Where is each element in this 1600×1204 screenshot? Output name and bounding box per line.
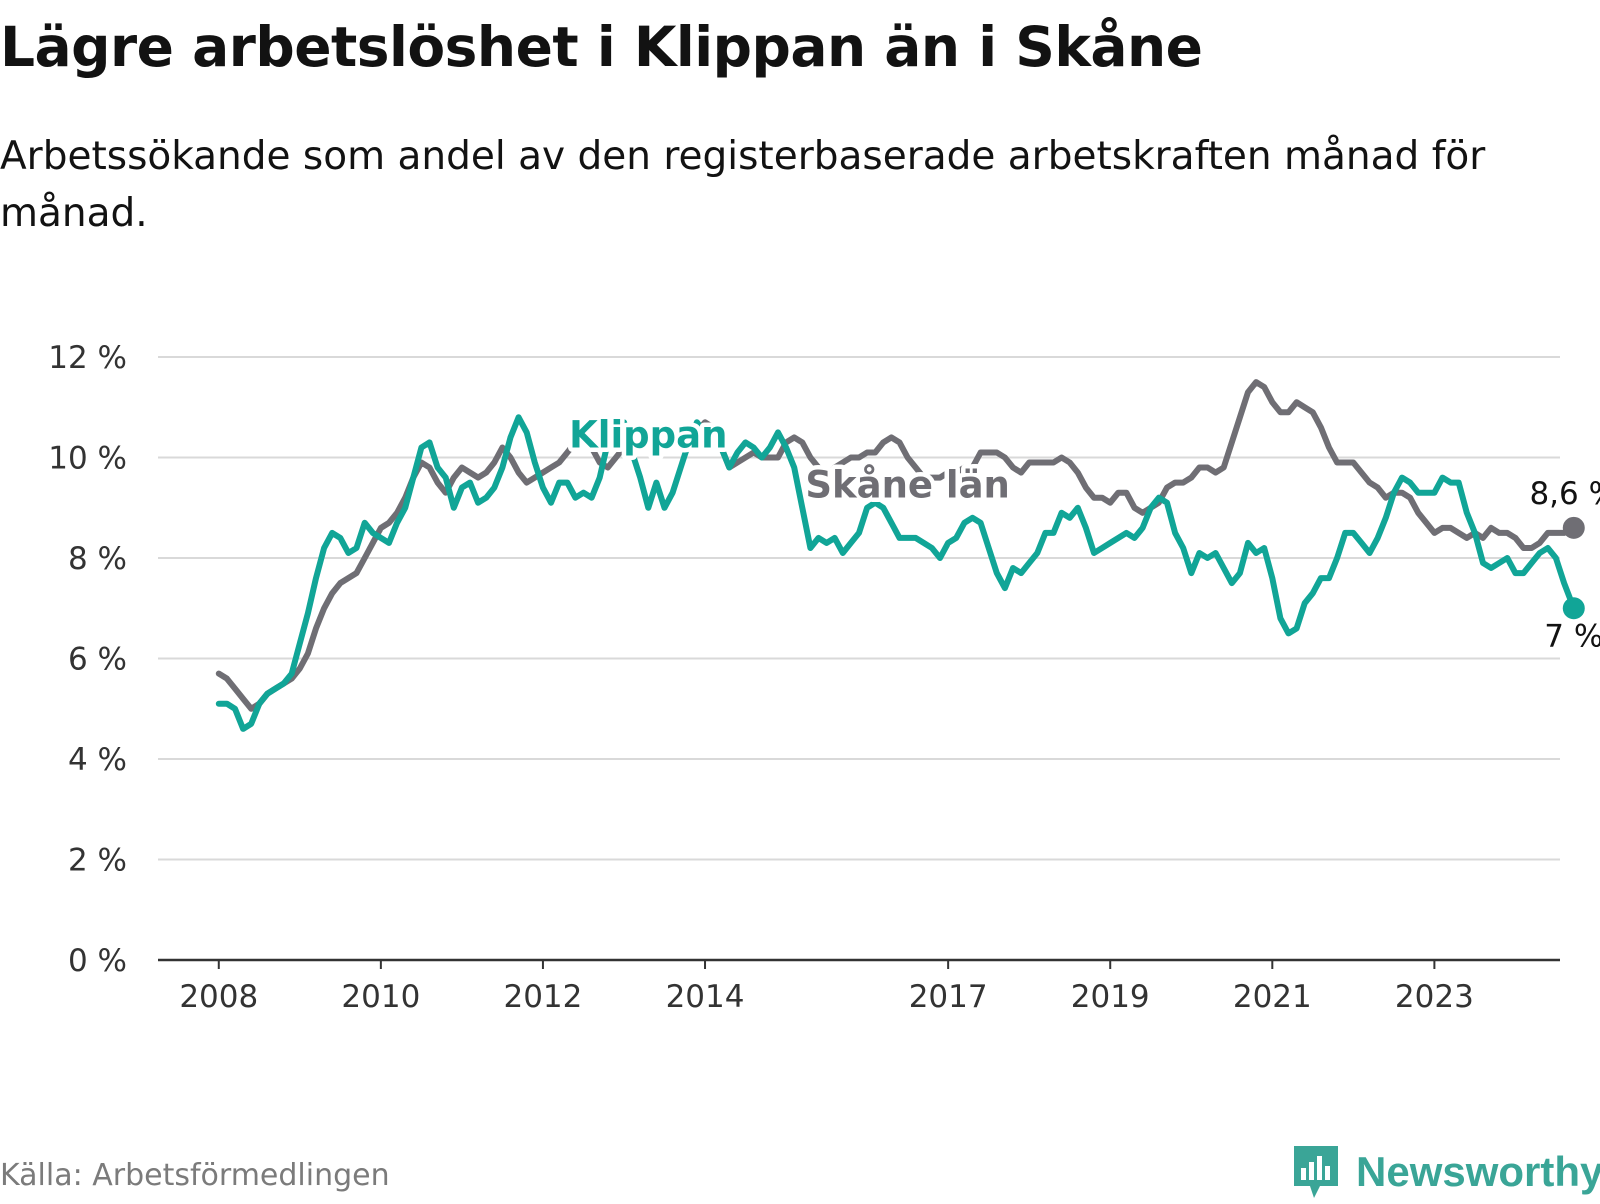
end-point-marker <box>1562 597 1585 620</box>
bar-chart-icon <box>1294 1146 1338 1198</box>
x-tick-label: 2014 <box>666 979 745 1015</box>
y-tick-label: 6 % <box>68 642 127 678</box>
y-tick-label: 10 % <box>48 441 127 477</box>
brand-name: Newsworthy <box>1356 1148 1600 1195</box>
y-tick-label: 12 % <box>48 340 127 376</box>
end-point-marker <box>1562 516 1585 539</box>
x-tick-label: 2023 <box>1395 979 1474 1015</box>
x-tick-label: 2019 <box>1071 979 1150 1015</box>
x-tick-label: 2008 <box>179 979 258 1015</box>
x-tick-label: 2017 <box>909 979 988 1015</box>
brand-logo[interactable]: Newsworthy <box>1290 1140 1600 1204</box>
series-line <box>215 414 1577 732</box>
series-label: Skåne län <box>805 464 1010 507</box>
series-line <box>215 379 1577 712</box>
y-tick-label: 2 % <box>68 843 127 879</box>
line-chart: 0 % 2 % 4 % 6 % 8 % 10 % 12 % 2008 2010 2012 2014 2… <box>48 340 1600 1015</box>
end-value-label: 7 % <box>1544 618 1600 654</box>
x-tick-label: 2021 <box>1233 979 1312 1015</box>
y-tick-label: 0 % <box>68 943 127 979</box>
x-tick-label: 2010 <box>341 979 420 1015</box>
y-tick-label: 8 % <box>68 541 127 577</box>
y-tick-label: 4 % <box>68 742 127 778</box>
chart-subtitle: Arbetssökande som andel av den registerb… <box>0 134 1486 237</box>
x-tick-label: 2012 <box>503 979 582 1015</box>
end-value-label: 8,6 % <box>1529 476 1600 512</box>
series-sk-ne-l-n <box>215 379 1577 712</box>
series-klippan <box>215 414 1577 732</box>
series-label: Klippan <box>569 413 727 456</box>
source-note: Källa: Arbetsförmedlingen <box>0 1158 390 1193</box>
chart-title: Lägre arbetslöshet i Klippan än i Skåne <box>0 15 1203 79</box>
